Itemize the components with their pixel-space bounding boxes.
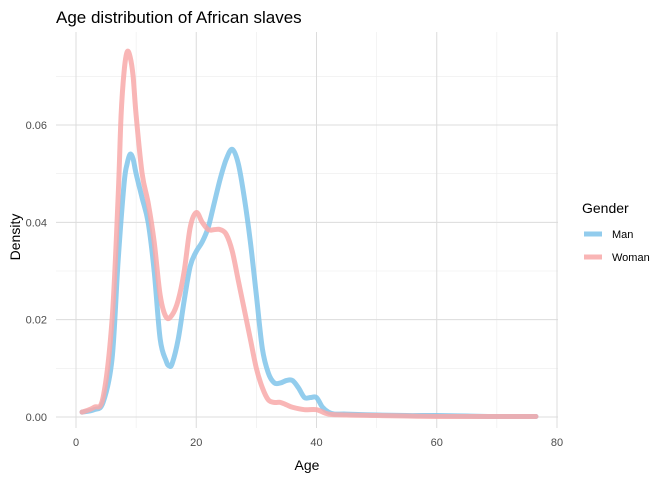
y-tick-label: 0.06	[26, 120, 47, 132]
y-axis-ticks: 0.00 0.02 0.04 0.06	[26, 120, 47, 424]
series-line-woman	[79, 48, 539, 420]
series-lines	[79, 48, 539, 420]
legend-label-man: Man	[612, 229, 633, 241]
y-tick-label: 0.02	[26, 315, 47, 327]
series-line-man	[79, 146, 539, 420]
x-tick-label: 0	[73, 437, 79, 449]
y-axis-title: Density	[7, 214, 23, 261]
chart-title: Age distribution of African slaves	[56, 8, 302, 27]
x-tick-label: 40	[310, 437, 322, 449]
x-axis-title: Age	[295, 457, 320, 473]
legend-label-woman: Woman	[612, 252, 650, 264]
x-axis-ticks: 0 20 40 60 80	[73, 437, 563, 449]
x-tick-label: 80	[551, 437, 563, 449]
x-tick-label: 20	[190, 437, 202, 449]
legend-items: Man Woman	[584, 229, 650, 264]
legend: Gender Man Woman	[582, 200, 650, 264]
y-tick-label: 0.04	[26, 217, 47, 229]
legend-title: Gender	[582, 200, 629, 216]
y-tick-label: 0.00	[26, 412, 47, 424]
minor-gridlines	[56, 32, 558, 428]
x-tick-label: 60	[431, 437, 443, 449]
